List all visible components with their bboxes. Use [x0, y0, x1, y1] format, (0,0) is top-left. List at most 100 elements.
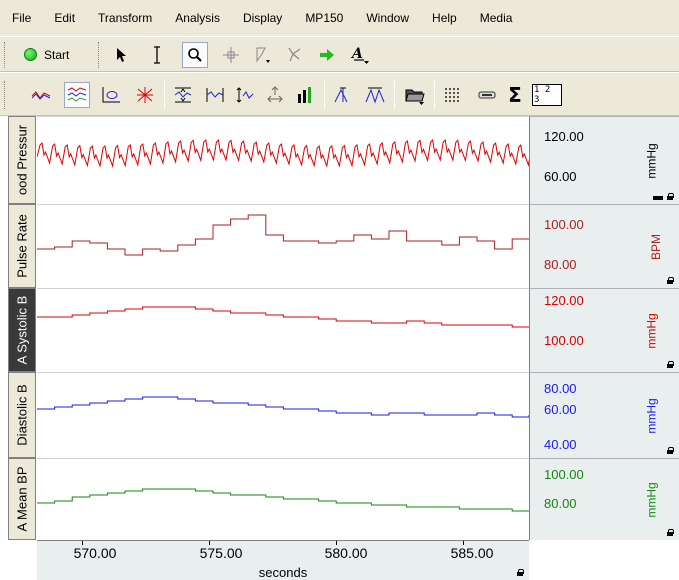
waveform-trace — [37, 396, 529, 418]
menu-window[interactable]: Window — [366, 11, 410, 25]
scale-mid-value: 60.00 — [544, 402, 577, 417]
channel-blood-pressure: ood Pressur 120.00 60.00 mmHg — [0, 116, 679, 204]
lock-icon[interactable] — [667, 361, 674, 368]
menu-bar: File Edit Transform Analysis Display MP150 Win… — [0, 0, 679, 36]
channel-label-box[interactable]: A Systolic B — [8, 288, 36, 372]
menu-file[interactable]: File — [12, 11, 32, 25]
menu-media[interactable]: Media — [479, 11, 513, 25]
lock-icon[interactable] — [667, 277, 674, 284]
menu-help[interactable]: Help — [432, 11, 457, 25]
grid-icon[interactable] — [440, 82, 466, 108]
scale-bottom-value: 60.00 — [544, 169, 577, 184]
scale-top-value: 100.00 — [544, 217, 584, 232]
channel-systolic-bp: A Systolic B 120.00 100.00 mmHg — [0, 288, 679, 372]
scale-bottom-value: 100.00 — [544, 333, 584, 348]
stack-waves-icon[interactable] — [64, 82, 90, 108]
lock-icon[interactable] — [667, 529, 674, 536]
peak-detect-icon[interactable] — [330, 82, 356, 108]
record-dot-icon — [24, 48, 37, 61]
scale-panel[interactable]: 100.00 80.00 BPM — [529, 204, 679, 288]
autoscale-vertical-icon[interactable] — [170, 82, 196, 108]
green-arrow-icon[interactable] — [314, 42, 340, 68]
waveform-plot[interactable] — [37, 288, 529, 372]
menu-edit[interactable]: Edit — [54, 11, 76, 25]
ibeam-tool-icon[interactable] — [144, 42, 170, 68]
waveform-plot[interactable] — [37, 116, 529, 204]
channel-label: ood Pressur — [14, 124, 30, 196]
axis-tick — [209, 541, 210, 545]
menu-transform[interactable]: Transform — [98, 11, 153, 25]
toolbar-grip[interactable] — [98, 42, 101, 68]
channel-label-box[interactable]: A Mean BP — [8, 458, 36, 540]
crosshair-tool-icon[interactable] — [218, 42, 244, 68]
overlap-waves-icon[interactable] — [28, 82, 54, 108]
toolbar-grip[interactable] — [4, 42, 7, 68]
connector-icon — [653, 196, 663, 200]
zoom-tool-icon[interactable] — [182, 42, 208, 68]
scale-top-value: 120.00 — [544, 293, 584, 308]
waveform-trace — [37, 306, 529, 328]
toolbar-separator — [324, 81, 325, 109]
unit-label: mmHg — [644, 397, 659, 434]
lock-icon[interactable] — [517, 569, 524, 576]
scale-mid-value: 80.00 — [544, 496, 577, 511]
arrow-tool-icon[interactable] — [108, 42, 134, 68]
channel-label-box[interactable]: ood Pressur — [8, 116, 36, 204]
xy-plot-icon[interactable] — [98, 82, 124, 108]
lock-icon[interactable] — [667, 447, 674, 454]
adjust-baseline-icon[interactable] — [232, 82, 258, 108]
time-axis[interactable]: 570.00 575.00 580.00 585.00 seconds — [37, 540, 529, 580]
channel-label-box[interactable]: Pulse Rate — [8, 204, 36, 288]
unit-label: mmHg — [644, 142, 659, 179]
toolbar-grip[interactable] — [4, 81, 7, 109]
scale-top-value: 120.00 — [544, 129, 584, 144]
menu-analysis[interactable]: Analysis — [175, 11, 220, 25]
waveform-plot[interactable] — [37, 372, 529, 458]
empty-corner — [529, 540, 679, 580]
sum-icon[interactable]: Σ — [502, 82, 528, 108]
measurement-icon[interactable] — [474, 82, 500, 108]
toolbar-separator — [394, 81, 395, 109]
waveform-plot[interactable] — [37, 458, 529, 540]
scale-panel[interactable]: 100.00 80.00 mmHg — [529, 458, 679, 540]
axis-tick-label: 580.00 — [324, 545, 368, 561]
annotation-tool-icon[interactable]: A — [348, 42, 374, 68]
waveform-trace — [37, 488, 529, 512]
peak-pair-icon[interactable] — [362, 82, 388, 108]
open-journal-icon[interactable] — [402, 82, 428, 108]
channel-pulse-rate: Pulse Rate 100.00 80.00 BPM — [0, 204, 679, 288]
scale-bottom-value: 40.00 — [544, 437, 577, 452]
cluster-icon[interactable] — [132, 82, 158, 108]
scale-panel[interactable]: 80.00 60.00 40.00 mmHg — [529, 372, 679, 458]
scale-panel[interactable]: 120.00 60.00 mmHg — [529, 116, 679, 204]
lasso-tool-icon[interactable] — [282, 42, 308, 68]
unit-label: BPM — [648, 233, 663, 260]
start-label: Start — [44, 47, 70, 62]
channel-label-box[interactable]: Diastolic B — [8, 372, 36, 458]
channel-label: A Mean BP — [14, 466, 30, 532]
channel-diastolic-bp: Diastolic B 80.00 60.00 40.00 mmHg — [0, 372, 679, 458]
menu-display[interactable]: Display — [242, 11, 283, 25]
sum-glyph: Σ — [508, 83, 522, 107]
pencil-tool-icon[interactable] — [250, 42, 276, 68]
axis-tick-label: 575.00 — [199, 545, 243, 561]
scale-bottom-value: 80.00 — [544, 257, 577, 272]
unit-label: mmHg — [644, 312, 659, 349]
unit-label: mmHg — [644, 481, 659, 518]
menu-mp150[interactable]: MP150 — [305, 11, 344, 25]
toolbar-separator — [434, 81, 435, 109]
scale-top-value: 80.00 — [544, 381, 577, 396]
lock-icon[interactable] — [667, 193, 674, 200]
waveform-plot[interactable] — [37, 204, 529, 288]
numeric-display-icon[interactable]: 1 2 3 — [532, 82, 562, 108]
svg-text:A: A — [350, 46, 363, 62]
axis-tick-label: 585.00 — [450, 545, 494, 561]
scale-panel[interactable]: 120.00 100.00 mmHg — [529, 288, 679, 372]
autoscale-horizontal-icon[interactable] — [202, 82, 228, 108]
start-button[interactable]: Start — [20, 41, 92, 68]
histogram-icon[interactable] — [292, 82, 318, 108]
scale-top-value: 100.00 — [544, 467, 584, 482]
scroll-icon[interactable] — [262, 82, 288, 108]
waveform-trace — [37, 214, 529, 256]
toolbar-separator — [164, 81, 165, 109]
